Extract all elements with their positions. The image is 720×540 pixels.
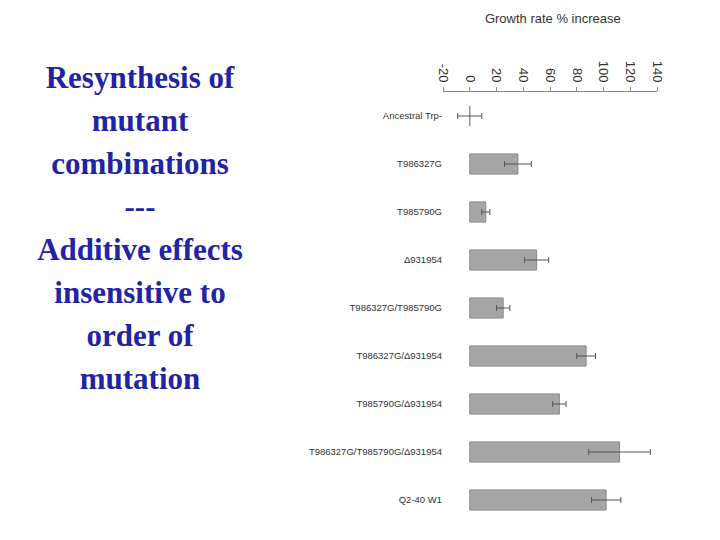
svg-text:120: 120: [623, 61, 638, 83]
svg-text:T985790G: T985790G: [397, 206, 442, 217]
svg-text:Δ931954: Δ931954: [404, 254, 442, 265]
html-text:mutant: mutant: [91, 103, 189, 138]
html-text:Additive effects: Additive effects: [37, 232, 243, 267]
html-text:order of: order of: [86, 318, 194, 353]
svg-text:Q2-40 W1: Q2-40 W1: [399, 494, 442, 505]
svg-text:T986327G/T985790G/Δ931954: T986327G/T985790G/Δ931954: [309, 446, 442, 457]
html-text:Resynthesis of: Resynthesis of: [45, 60, 235, 95]
svg-text:Growth rate % increase: Growth rate % increase: [485, 11, 621, 26]
svg-text:60: 60: [543, 68, 558, 82]
svg-text:40: 40: [516, 68, 531, 82]
html-text:combinations: combinations: [51, 146, 229, 181]
svg-text:Ancestral Trp-: Ancestral Trp-: [383, 110, 442, 121]
svg-text:-20: -20: [436, 64, 451, 83]
svg-text:0: 0: [463, 75, 478, 82]
svg-text:20: 20: [489, 68, 504, 82]
svg-text:T985790G/Δ931954: T985790G/Δ931954: [356, 398, 442, 409]
svg-text:80: 80: [570, 68, 585, 82]
html-text:insensitive to: insensitive to: [54, 275, 226, 310]
svg-text:100: 100: [596, 61, 611, 83]
svg-text:T986327G/Δ931954: T986327G/Δ931954: [356, 350, 442, 361]
svg-text:T986327G/T985790G: T986327G/T985790G: [350, 302, 442, 313]
html-text:mutation: mutation: [79, 361, 201, 396]
svg-text:T986327G: T986327G: [397, 158, 442, 169]
svg-text:140: 140: [650, 61, 665, 83]
